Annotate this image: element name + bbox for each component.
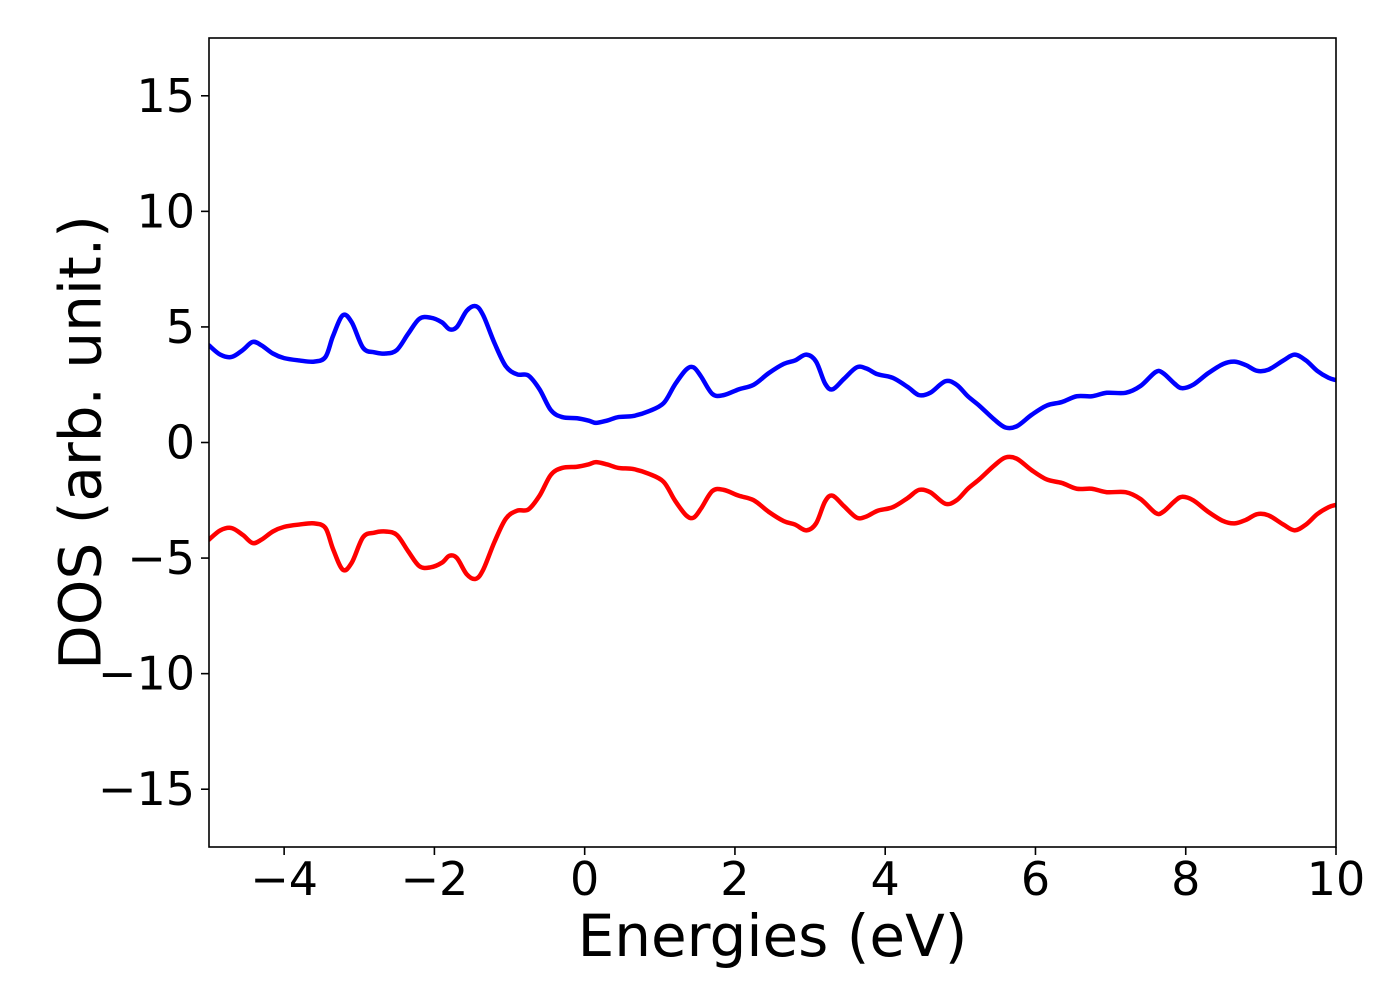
series-line-red — [209, 454, 1336, 582]
y-axis: −15 −10 −5 0 5 10 15 — [98, 69, 209, 816]
y-tick-label: 15 — [136, 69, 195, 123]
x-tick-label: 0 — [570, 852, 599, 906]
y-axis-title: DOS (arb. unit.) — [46, 215, 114, 670]
plot-frame — [208, 37, 1337, 848]
y-tick-label: −10 — [98, 647, 195, 701]
x-tick-label: −2 — [400, 852, 468, 906]
x-tick-label: 10 — [1307, 852, 1366, 906]
y-tick-label: −5 — [127, 531, 195, 585]
y-tick-label: 5 — [166, 300, 195, 354]
x-tick-label: 4 — [871, 852, 900, 906]
x-axis: −4 −2 0 2 4 6 8 10 — [250, 847, 1365, 906]
y-tick-label: −15 — [98, 762, 195, 816]
x-axis-title: Energies (eV) — [578, 902, 968, 970]
y-tick-label: 10 — [136, 184, 195, 238]
series-layer — [209, 303, 1336, 582]
x-tick-label: 6 — [1021, 852, 1050, 906]
y-tick-label: 0 — [166, 416, 195, 470]
series-line-blue — [209, 303, 1336, 431]
x-tick-label: −4 — [250, 852, 318, 906]
x-tick-label: 2 — [720, 852, 749, 906]
x-tick-label: 8 — [1171, 852, 1200, 906]
